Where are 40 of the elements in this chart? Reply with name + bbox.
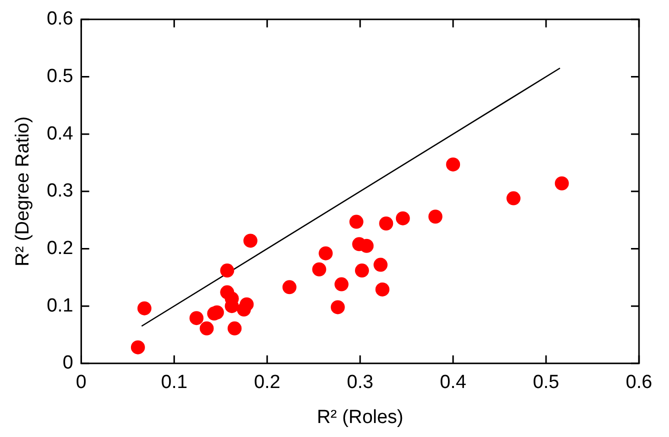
point <box>375 282 390 296</box>
point <box>189 311 204 326</box>
point <box>282 280 296 294</box>
point <box>379 216 394 231</box>
point <box>200 321 214 336</box>
point <box>446 157 460 172</box>
y-axis-title: R² (Degree Ratio) <box>12 116 34 266</box>
x-tick-label: 0.4 <box>440 372 467 394</box>
y-tick-label: 0.3 <box>46 180 74 202</box>
y-tick-label: 0.4 <box>46 123 74 144</box>
y-tick-label: 0.1 <box>46 295 74 316</box>
point <box>318 246 333 260</box>
x-axis-title: R² (Roles) <box>316 406 404 428</box>
y-tick-label: 0 <box>62 352 74 374</box>
point <box>330 300 345 314</box>
point <box>130 340 145 354</box>
x-tick-label: 0.3 <box>346 372 374 394</box>
point <box>396 211 410 226</box>
point <box>349 214 364 229</box>
x-tick-label: 0.2 <box>254 372 280 394</box>
point <box>360 238 374 253</box>
point <box>228 321 242 336</box>
x-tick-label: 0 <box>76 372 86 394</box>
x-tick-label: 0.6 <box>626 372 652 394</box>
point <box>554 176 569 190</box>
point <box>137 301 152 316</box>
point <box>240 297 254 312</box>
point <box>334 277 349 292</box>
y-tick-label: 0.5 <box>46 66 74 87</box>
y-tick-label: 0.2 <box>46 238 74 259</box>
point <box>374 258 388 272</box>
point <box>220 264 234 278</box>
point <box>312 262 326 276</box>
x-tick-label: 0.1 <box>160 372 188 394</box>
point <box>354 264 369 278</box>
point <box>428 210 442 224</box>
point <box>506 191 520 206</box>
x-tick-label: 0.5 <box>532 372 560 394</box>
y-tick-label: 0.6 <box>46 8 74 30</box>
point <box>243 234 258 248</box>
